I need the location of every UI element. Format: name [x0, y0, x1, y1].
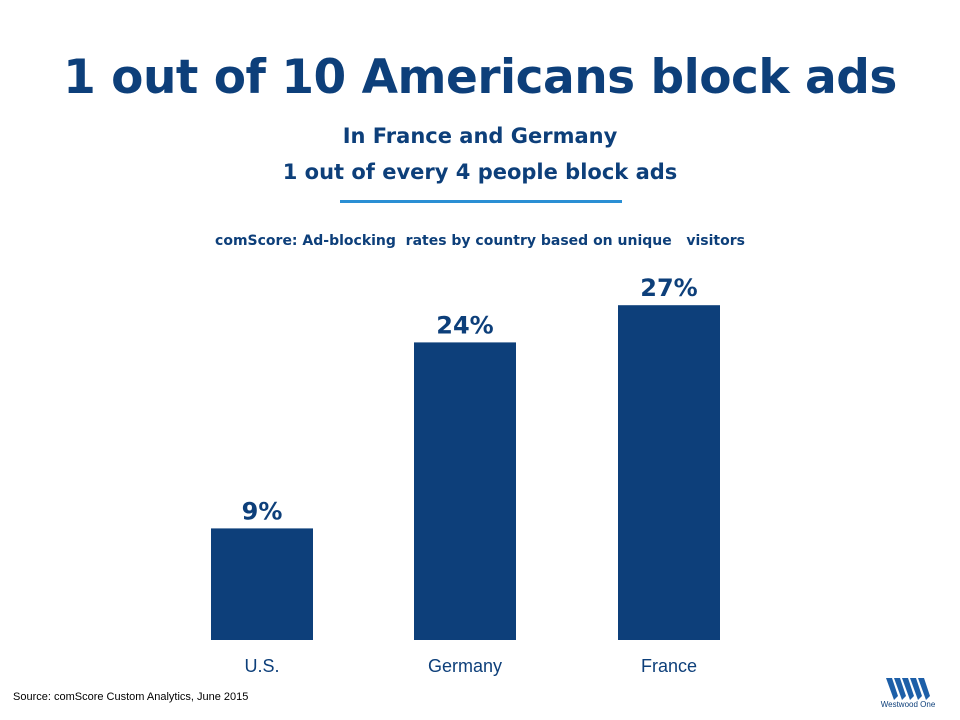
chart-title: comScore: Ad-blocking rates by country b…	[215, 233, 745, 249]
x-tick-label-us: U.S.	[244, 656, 279, 676]
x-tick-label-france: France	[641, 656, 697, 676]
bar-us	[211, 528, 313, 640]
data-label-france: 27%	[640, 274, 697, 302]
data-label-germany: 24%	[436, 311, 493, 339]
page-title: 1 out of 10 Americans block ads	[63, 50, 897, 105]
westwood-one-logo-icon	[886, 678, 930, 700]
brand-name: Westwood One	[880, 700, 936, 709]
source-note: Source: comScore Custom Analytics, June …	[13, 691, 249, 703]
subtitle-line-1: In France and Germany	[342, 124, 618, 148]
title-divider	[340, 200, 622, 203]
bar-france	[618, 305, 720, 640]
x-tick-label-germany: Germany	[428, 656, 502, 676]
data-label-us: 9%	[242, 497, 283, 525]
bar-germany	[414, 342, 516, 640]
subtitle-line-2: 1 out of every 4 people block ads	[282, 160, 678, 184]
